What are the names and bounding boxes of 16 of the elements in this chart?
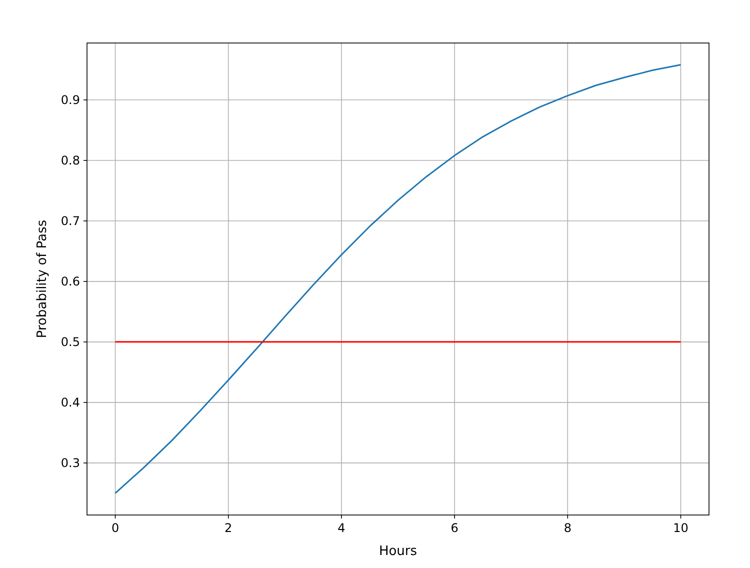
- y-tick-label: 0.5: [60, 335, 80, 350]
- x-tick-label: 2: [224, 521, 232, 535]
- y-tick-label: 0.3: [60, 456, 80, 470]
- x-tick-label: 4: [338, 521, 346, 535]
- x-tick-label: 10: [673, 521, 688, 535]
- y-tick-label: 0.4: [60, 396, 80, 410]
- x-axis-title: Hours: [378, 544, 418, 559]
- x-tick-label: 6: [450, 521, 458, 535]
- line-series: [114, 64, 682, 494]
- y-tick-label: 0.7: [60, 214, 80, 228]
- x-tick-label: 0: [111, 521, 120, 535]
- y-tick-label: 0.9: [60, 93, 80, 108]
- y-tick-label: 0.8: [60, 154, 80, 168]
- y-tick-label: 0.6: [60, 274, 80, 289]
- x-tick-label: 8: [564, 521, 572, 535]
- y-axis-title: Probability of Pass: [35, 220, 50, 338]
